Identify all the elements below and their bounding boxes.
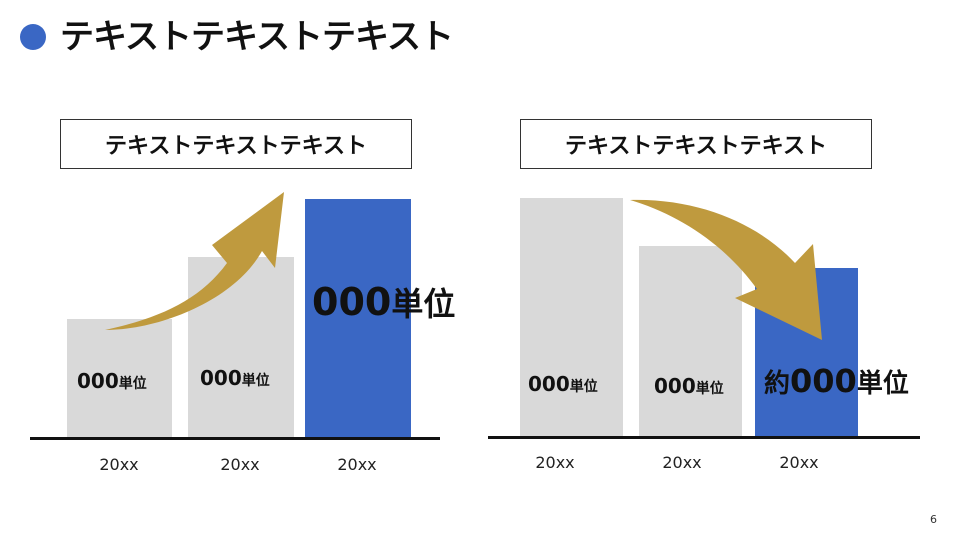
trend-up-arrow-icon (105, 192, 284, 330)
left-bar-2-year: 20xx (220, 455, 260, 474)
trend-down-arrow-icon (630, 199, 822, 340)
left-bar-1-value-unit: 単位 (118, 376, 147, 392)
left-bar-3-year: 20xx (337, 455, 377, 474)
right-bar-1-year: 20xx (535, 453, 575, 472)
left-bar-2-value-num: 000 (200, 366, 242, 390)
left-bar-2-value-unit: 単位 (241, 373, 270, 389)
slide-title: テキストテキストテキスト (60, 17, 454, 57)
right-bar-2-value: 000単位 (654, 374, 724, 398)
right-bar-3-value-unit: 単位 (856, 369, 909, 399)
left-panel-label: テキストテキストテキスト (60, 119, 412, 169)
left-baseline (30, 437, 440, 440)
left-bar-1-value: 000単位 (77, 369, 147, 393)
right-bar-3-value-prefix: 約 (764, 369, 791, 399)
right-bar-3-year: 20xx (779, 453, 819, 472)
right-bar-1-value-num: 000 (528, 372, 570, 396)
left-bar-1-year: 20xx (99, 455, 139, 474)
right-bar-3-value: 約000単位 (764, 362, 909, 400)
left-bar-3-value-num: 000 (312, 280, 392, 324)
right-baseline (488, 436, 920, 439)
page-number: 6 (930, 513, 937, 526)
left-bar-3 (305, 199, 411, 438)
right-bar-2-value-unit: 単位 (695, 381, 724, 397)
right-panel-label: テキストテキストテキスト (520, 119, 872, 169)
right-bar-1-value: 000単位 (528, 372, 598, 396)
left-bar-1 (67, 319, 172, 438)
left-bar-2-value: 000単位 (200, 366, 270, 390)
left-bar-1-value-num: 000 (77, 369, 119, 393)
right-bar-1 (520, 198, 623, 438)
right-bar-2 (639, 246, 742, 438)
left-bar-3-value: 000単位 (312, 279, 455, 325)
right-bar-1-value-unit: 単位 (569, 379, 598, 395)
title-bullet-icon (20, 24, 46, 50)
left-bar-3-value-unit: 単位 (391, 285, 456, 323)
right-bar-3-value-num: 000 (790, 362, 857, 400)
right-bar-2-year: 20xx (662, 453, 702, 472)
right-bar-2-value-num: 000 (654, 374, 696, 398)
